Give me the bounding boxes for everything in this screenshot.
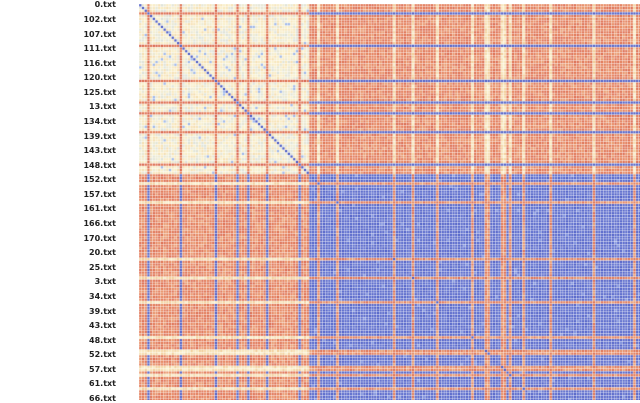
y-tick-label: 34.txt: [89, 291, 116, 301]
y-tick-label: 57.txt: [89, 364, 116, 374]
y-tick-label: 39.txt: [89, 306, 116, 316]
y-tick-label: 52.txt: [89, 350, 116, 360]
y-tick-label: 43.txt: [89, 321, 116, 331]
y-tick-label: 139.txt: [83, 131, 116, 141]
y-tick-label: 120.txt: [83, 73, 116, 83]
y-tick-label: 143.txt: [83, 146, 116, 156]
y-tick-label: 3.txt: [94, 277, 116, 287]
y-tick-label: 66.txt: [89, 394, 116, 403]
y-tick-label: 148.txt: [83, 160, 116, 170]
y-axis-labels: 0.txt 102.txt 107.txt 111.txt 116.txt 120.txt…: [0, 0, 118, 403]
y-tick-label: 25.txt: [89, 262, 116, 272]
y-tick-label: 13.txt: [89, 102, 116, 112]
y-tick-label: 161.txt: [83, 204, 116, 214]
y-tick-label: 61.txt: [89, 379, 116, 389]
y-tick-label: 152.txt: [83, 175, 116, 185]
y-tick-label: 170.txt: [83, 233, 116, 243]
heatmap-canvas: [139, 4, 640, 400]
heatmap-plot-area: [139, 4, 640, 400]
y-tick-label: 116.txt: [83, 58, 116, 68]
y-tick-label: 111.txt: [83, 44, 116, 54]
y-tick-label: 102.txt: [83, 14, 116, 24]
y-tick-label: 157.txt: [83, 189, 116, 199]
y-tick-label: 20.txt: [89, 248, 116, 258]
y-tick-label: 125.txt: [83, 87, 116, 97]
y-tick-label: 134.txt: [83, 116, 116, 126]
y-tick-label: 48.txt: [89, 335, 116, 345]
y-tick-label: 0.txt: [94, 0, 116, 10]
y-tick-label: 166.txt: [83, 219, 116, 229]
y-tick-label: 107.txt: [83, 29, 116, 39]
